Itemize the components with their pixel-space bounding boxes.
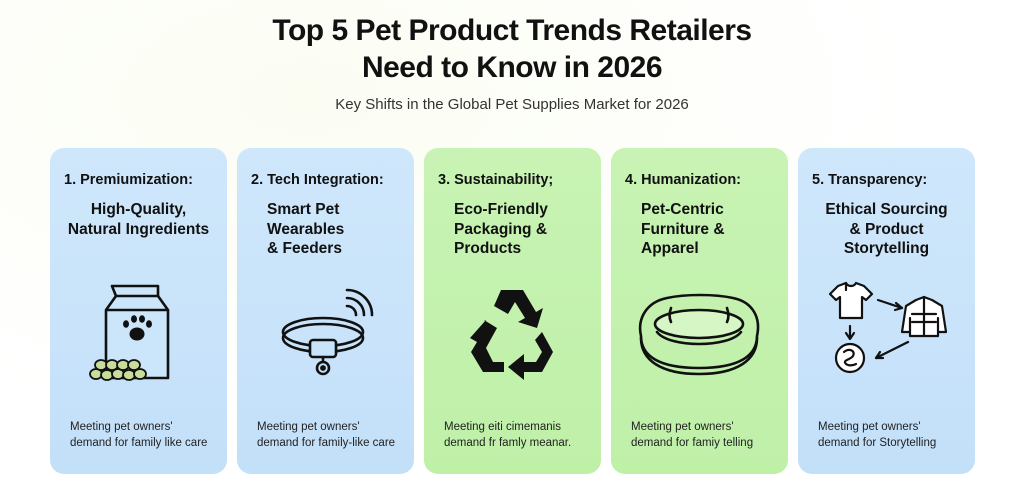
supply-chain-icon bbox=[798, 276, 975, 386]
card-title: High-Quality, Natural Ingredients bbox=[67, 201, 210, 238]
title-line-2: Need to Know in 2026 bbox=[361, 51, 663, 84]
card-footer: Meeting eiti cimemanis demand fr famly m… bbox=[444, 421, 572, 449]
pet-food-bag-icon bbox=[50, 276, 227, 386]
title-line-1: Top 5 Pet Product Trends Retailers bbox=[272, 14, 752, 47]
card-footer: Meeting pet owners' demand for famiy tel… bbox=[631, 421, 754, 449]
trend-card-sustainability: 3. Sustainability; Eco-Friendly Packagin… bbox=[424, 148, 601, 474]
card-heading: 2. Tech Integration: bbox=[251, 172, 384, 188]
card-title: Eco-Friendly Packaging & Products bbox=[454, 201, 548, 257]
card-heading: 5. Transparency: bbox=[812, 172, 928, 188]
card-heading: 1. Premiumization: bbox=[64, 172, 193, 188]
trend-card-premiumization: 1. Premiumization: High-Quality, Natural… bbox=[50, 148, 227, 474]
card-footer: Meeting pet owners' demand for family li… bbox=[70, 421, 208, 449]
trend-card-transparency: 5. Transparency: Ethical Sourcing & Prod… bbox=[798, 148, 975, 474]
page-title: Top 5 Pet Product Trends Retailers Need … bbox=[0, 12, 1024, 86]
trend-card-tech-integration: 2. Tech Integration: Smart Pet Wearables… bbox=[237, 148, 414, 474]
card-title: Ethical Sourcing & Product Storytelling bbox=[825, 201, 948, 257]
recycle-icon bbox=[424, 276, 601, 386]
trend-cards: 1. Premiumization: High-Quality, Natural… bbox=[50, 148, 975, 474]
card-footer: Meeting pet owners' demand for family-li… bbox=[257, 421, 396, 449]
page-subtitle: Key Shifts in the Global Pet Supplies Ma… bbox=[335, 96, 689, 113]
card-title: Smart Pet Wearables & Feeders bbox=[267, 201, 345, 257]
card-heading: 3. Sustainability; bbox=[438, 172, 554, 188]
card-footer: Meeting pet owners' demand for Storytell… bbox=[818, 421, 937, 449]
card-heading: 4. Humanization: bbox=[625, 172, 742, 188]
trend-card-humanization: 4. Humanization: Pet-Centric Furniture &… bbox=[611, 148, 788, 474]
smart-collar-icon bbox=[237, 276, 414, 386]
card-title: Pet-Centric Furniture & Apparel bbox=[641, 201, 725, 257]
pet-bed-icon bbox=[611, 276, 788, 386]
